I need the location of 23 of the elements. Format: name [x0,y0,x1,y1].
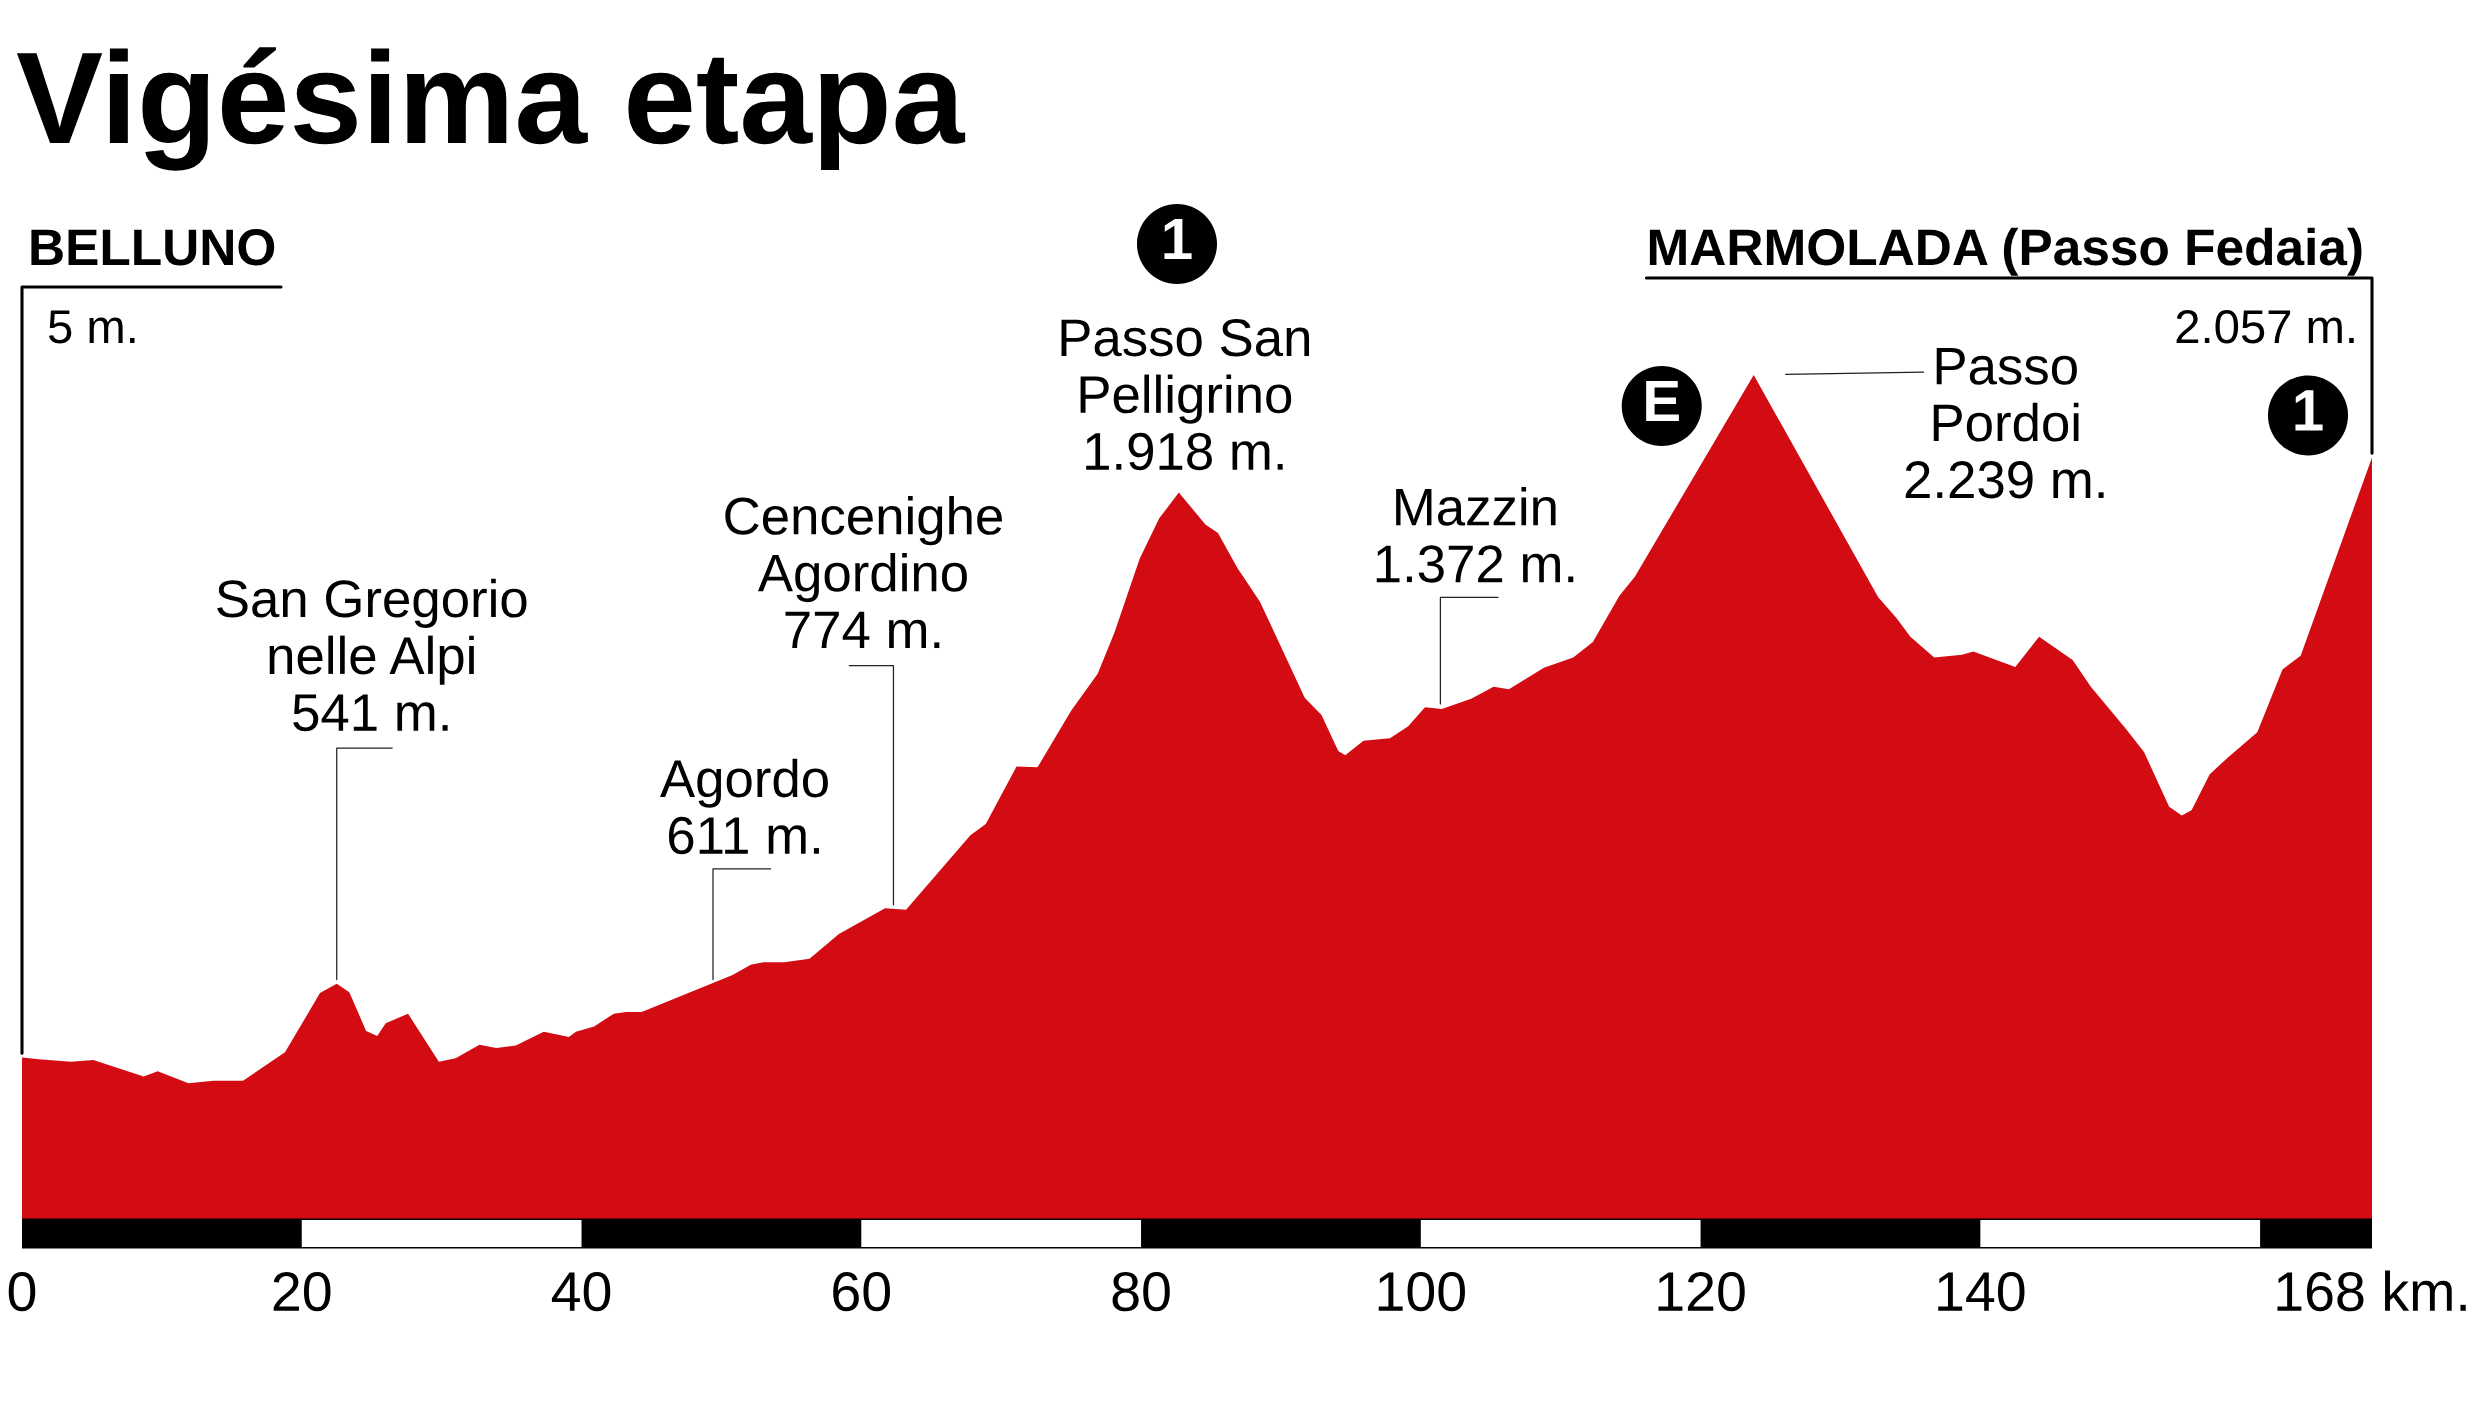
annotation: 2.057 m. [2176,310,2354,344]
annotation: MARMOLADA (Passo Fedaia) [1649,227,2362,276]
x-tick-label: 80 [1112,1271,1170,1312]
x-tick-label: 168 km. [2277,1270,2466,1312]
x-tick-label: 60 [833,1271,891,1312]
text: BELLUNO [31,229,275,266]
text: 5 m. [48,310,135,344]
x-tick-label: 100 [1378,1271,1465,1312]
x-tick-label: 40 [551,1271,611,1312]
annotation: E [1646,380,1679,422]
x-tick-label: 140 [1938,1271,2025,1312]
chart-title: Vigésima etapa [16,47,966,171]
annotation: Cencenighe Agordino 774 m. [725,496,1002,649]
annotation: 1 [2295,390,2323,431]
annotation: Mazzin 1.372 m. [1376,487,1574,583]
annotation: Agordo 611 m. [660,758,828,855]
annotation: San Gregorio nelle Alpi 541 m. [217,578,527,732]
text: 1 [1164,218,1192,260]
annotation: Passo San Pelligrino 1.918 m. [1061,319,1310,471]
annotation: Passo Pordoi 2.239 m. [1905,347,2104,499]
x-tick-label: 120 [1658,1271,1745,1312]
x-tick-label: 20 [273,1271,331,1312]
x-tick-label: 0 [8,1271,36,1312]
